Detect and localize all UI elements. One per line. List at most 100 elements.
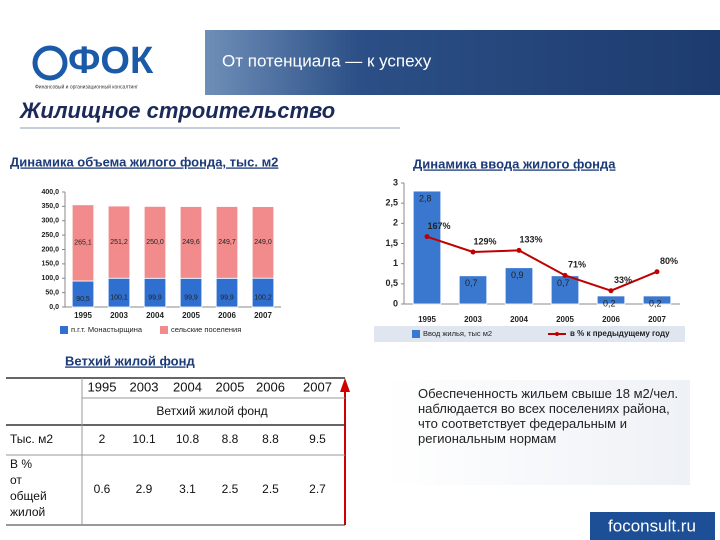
bar xyxy=(179,277,203,308)
table-cell: 0.6 xyxy=(94,482,111,496)
tagline: От потенциала — к успеху xyxy=(222,51,432,70)
bar xyxy=(143,277,167,308)
x-tick-label: 2006 xyxy=(602,315,620,324)
bar xyxy=(596,295,626,305)
row-label: Тыс. м2 xyxy=(10,432,53,446)
data-label: 71% xyxy=(568,260,586,270)
x-tick-label: 2004 xyxy=(146,311,164,320)
data-label: 0,2 xyxy=(649,298,662,308)
data-label: 33% xyxy=(614,275,632,285)
legend-swatch xyxy=(412,330,420,338)
y-tick-label: 200,0 xyxy=(41,246,59,253)
legend-label: в % к предыдущему году xyxy=(570,329,670,338)
y-tick-label: 300,0 xyxy=(41,218,59,225)
y-tick-label: 50,0 xyxy=(45,289,59,296)
data-label: 129% xyxy=(473,236,496,246)
bar xyxy=(107,277,131,308)
data-label: 100,1 xyxy=(110,294,128,301)
line-marker xyxy=(608,288,614,294)
table-cell: 2.5 xyxy=(222,482,239,496)
logo: ФОК xyxy=(68,40,154,82)
data-label: 0,7 xyxy=(557,278,570,288)
table-cell: 2 xyxy=(99,432,106,446)
line-marker xyxy=(424,234,430,240)
data-label: 133% xyxy=(519,235,542,245)
data-label: 99,9 xyxy=(184,294,198,301)
bar xyxy=(143,206,167,279)
bar xyxy=(458,275,488,305)
x-tick-label: 2006 xyxy=(218,311,236,320)
table-header: 2005 xyxy=(216,379,245,394)
footer-band xyxy=(590,512,715,540)
data-label: 249,0 xyxy=(254,239,272,246)
y-tick-label: 400,0 xyxy=(41,189,59,196)
data-label: 99,9 xyxy=(148,294,162,301)
y-tick-label: 1 xyxy=(393,258,398,268)
y-tick-label: 0,5 xyxy=(385,278,398,288)
data-label: 90,5 xyxy=(76,296,90,303)
table-cell: 2.5 xyxy=(262,482,279,496)
legend-label: сельские поселения xyxy=(171,325,241,334)
y-tick-label: 1,5 xyxy=(385,238,398,248)
bar xyxy=(251,277,275,308)
x-tick-label: 2005 xyxy=(556,315,574,324)
line-marker xyxy=(516,247,522,253)
data-label: 265,1 xyxy=(74,240,92,247)
data-label: 2,8 xyxy=(419,193,432,203)
bar xyxy=(550,275,580,305)
data-label: 251,2 xyxy=(110,239,128,246)
data-label: 0,7 xyxy=(465,278,478,288)
bar xyxy=(215,277,239,308)
table-cell: 3.1 xyxy=(179,482,196,496)
x-tick-label: 2007 xyxy=(648,315,666,324)
y-tick-label: 100,0 xyxy=(41,275,59,282)
x-tick-label: 1995 xyxy=(74,311,92,320)
x-tick-label: 2003 xyxy=(464,315,482,324)
x-tick-label: 1995 xyxy=(418,315,436,324)
footer: foconsult.ru xyxy=(608,516,696,535)
table-header: 2003 xyxy=(130,379,159,394)
table-cell: 8.8 xyxy=(222,432,239,446)
bar xyxy=(251,206,275,279)
y-tick-label: 350,0 xyxy=(41,203,59,210)
table-cell: 10.1 xyxy=(132,432,156,446)
table-header: 2007 xyxy=(303,379,332,394)
data-label: 0,9 xyxy=(511,270,524,280)
data-label: 167% xyxy=(427,221,450,231)
chart-title: Динамика ввода жилого фонда xyxy=(413,156,616,171)
bar xyxy=(642,295,672,305)
bar xyxy=(71,280,95,308)
line-marker xyxy=(470,249,476,255)
legend-box xyxy=(374,326,685,342)
x-tick-label: 2003 xyxy=(110,311,128,320)
logo-subtitle: Финансовый и организационный консалтинг xyxy=(35,83,138,90)
bar xyxy=(179,206,203,279)
x-tick-label: 2005 xyxy=(182,311,200,320)
data-label: 249,6 xyxy=(182,239,200,246)
row-label: В % от общей жилой xyxy=(10,457,47,519)
data-label: 249,7 xyxy=(218,239,236,246)
y-tick-label: 3 xyxy=(393,177,398,187)
chart-title: Динамика объема жилого фонда, тыс. м2 xyxy=(10,154,278,169)
bar xyxy=(71,204,95,282)
line xyxy=(426,235,658,292)
header-band xyxy=(205,30,720,95)
data-label: 80% xyxy=(660,256,678,266)
note: Обеспеченность жильем свыше 18 м2/чел. н… xyxy=(385,380,690,485)
y-tick-label: 2 xyxy=(393,218,398,228)
table-title: Ветхий жилой фонд xyxy=(65,353,195,368)
y-tick-label: 2,5 xyxy=(385,198,398,208)
table-cell: 10.8 xyxy=(176,432,200,446)
table-header: 1995 xyxy=(88,379,117,394)
x-tick-label: 2004 xyxy=(510,315,528,324)
data-label: 99,9 xyxy=(220,294,234,301)
legend-swatch xyxy=(160,326,168,334)
bar xyxy=(215,206,239,279)
legend-label: п.г.т. Монастырщина xyxy=(71,325,143,334)
arrow-head xyxy=(340,378,350,392)
table-cell: 8.8 xyxy=(262,432,279,446)
table-header: 2006 xyxy=(256,379,285,394)
y-tick-label: 150,0 xyxy=(41,261,59,268)
